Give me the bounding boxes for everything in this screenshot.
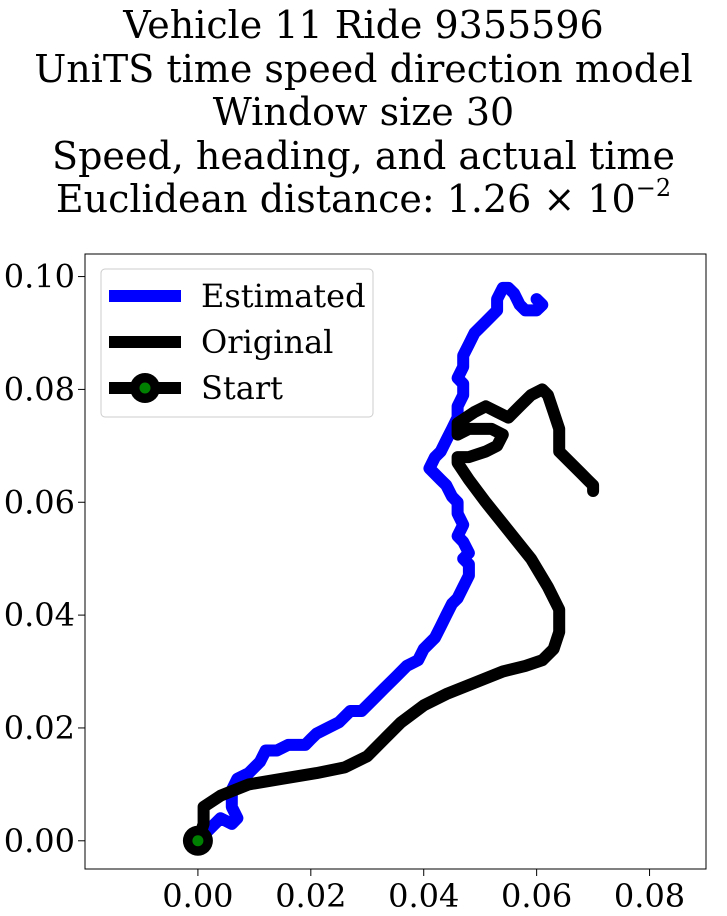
title-line-5: Euclidean distance: 1.26 × 10−2 xyxy=(0,176,727,222)
legend-label-original: Original xyxy=(201,323,333,361)
axis-ticks-layer: 0.00 0.02 0.04 0.06 0.08 0.00 0.02 0.04 0.06 0.08… xyxy=(4,258,685,915)
y-tick-label: 0.00 xyxy=(4,822,75,860)
x-tick-label: 0.06 xyxy=(501,877,572,915)
x-tick-label: 0.00 xyxy=(162,877,233,915)
title-line-4: Speed, heading, and actual time xyxy=(52,133,675,178)
y-tick-label: 0.08 xyxy=(4,370,75,408)
y-tick-label: 0.10 xyxy=(4,258,75,296)
x-tick-label: 0.02 xyxy=(275,877,346,915)
legend-label-estimated: Estimated xyxy=(201,277,366,315)
series-line-estimated xyxy=(191,281,549,847)
y-tick-label: 0.02 xyxy=(4,709,75,747)
y-tick-label: 0.06 xyxy=(4,483,75,521)
start-marker-center xyxy=(192,835,204,847)
series-line-original xyxy=(191,383,600,847)
start-marker-layer xyxy=(182,825,213,856)
x-tick-label: 0.04 xyxy=(388,877,459,915)
series-layer xyxy=(191,281,600,847)
plot-frame xyxy=(84,253,707,870)
x-tick-label: 0.08 xyxy=(614,877,685,915)
title-line-3: Window size 30 xyxy=(212,90,515,134)
y-tick-label: 0.04 xyxy=(4,596,75,634)
legend-label-start: Start xyxy=(201,369,283,407)
chart-title: Vehicle 11 Ride 9355596 UniTS time speed… xyxy=(0,3,727,222)
title-line-5-text: Euclidean distance: 1.26 × 10 xyxy=(55,177,636,221)
legend-start-marker-center xyxy=(139,382,151,394)
legend: Estimated Original Start xyxy=(100,268,374,418)
legend-box xyxy=(100,268,374,418)
title-line-2: UniTS time speed direction model xyxy=(34,46,693,91)
title-line-5-exponent: −2 xyxy=(635,174,672,202)
legend-items: Estimated Original Start xyxy=(109,277,366,407)
title-line-1: Vehicle 11 Ride 9355596 xyxy=(123,3,604,47)
